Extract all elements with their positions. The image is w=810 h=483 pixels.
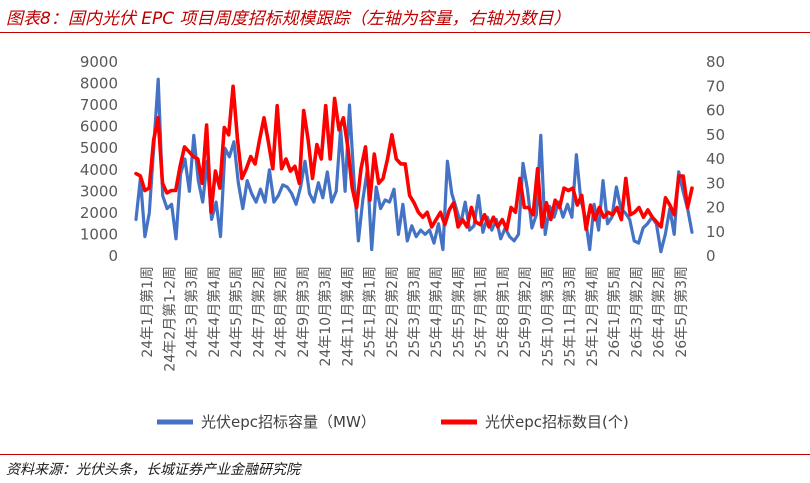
left-tick-label: 6000 xyxy=(80,118,118,136)
left-tick-label: 0 xyxy=(108,247,118,265)
left-tick-label: 4000 xyxy=(80,161,118,179)
left-tick-label: 8000 xyxy=(80,75,118,93)
source-note: 资料来源：光伏头条，长城证券产业金融研究院 xyxy=(6,462,300,478)
x-tick-label: 26年1月第5周 xyxy=(606,266,623,358)
chart: 0 1000 2000 3000 4000 5000 6000 7000 8000 9000 0 1… xyxy=(80,53,725,431)
x-tick-label: 26年3月第2周 xyxy=(628,266,645,358)
series-capacity xyxy=(134,77,694,254)
right-tick-label: 20 xyxy=(706,199,725,217)
right-axis-ticks: 0 10 20 30 40 50 60 70 80 xyxy=(706,53,725,265)
left-tick-label: 5000 xyxy=(80,139,118,157)
figure-title: 图表8：国内光伏 EPC 项目周度招标规模跟踪（左轴为容量，右轴为数目） xyxy=(6,9,571,29)
x-tick-label: 26年5月第3周 xyxy=(673,266,690,358)
right-tick-label: 30 xyxy=(706,174,725,192)
series-line-capacity xyxy=(134,77,694,254)
right-tick-label: 70 xyxy=(706,77,725,95)
x-tick-label: 24年1月第1周 xyxy=(139,266,156,358)
x-tick-label: 25年5月第4周 xyxy=(450,266,467,358)
source-divider xyxy=(0,454,810,455)
right-tick-label: 40 xyxy=(706,150,725,168)
x-axis-ticks: 24年1月第1周 24年2月第1-2周 24年3月第3周 24年4月第4周 24年5月第… xyxy=(139,266,690,372)
series-count xyxy=(134,84,694,232)
left-tick-label: 2000 xyxy=(80,204,118,222)
x-tick-label: 24年9月第3周 xyxy=(295,266,312,358)
left-tick-label: 1000 xyxy=(80,225,118,243)
x-tick-label: 24年7月第2周 xyxy=(250,266,267,358)
x-tick-label: 24年8月第2周 xyxy=(273,266,290,358)
x-tick-label: 25年8月第1周 xyxy=(495,266,512,358)
x-tick-label: 25年7月第1周 xyxy=(473,266,490,358)
series-line-count xyxy=(134,84,694,232)
left-axis-ticks: 0 1000 2000 3000 4000 5000 6000 7000 8000 9000 xyxy=(80,53,118,265)
right-tick-label: 0 xyxy=(706,247,716,265)
x-tick-label: 25年12月第4周 xyxy=(584,266,601,367)
x-tick-label: 24年2月第1-2周 xyxy=(161,266,178,372)
x-tick-label: 24年5月第5周 xyxy=(228,266,245,358)
right-tick-label: 10 xyxy=(706,223,725,241)
x-tick-label: 25年10月第3周 xyxy=(539,266,556,367)
x-tick-label: 25年1月第1周 xyxy=(362,266,379,358)
x-tick-label: 25年11月第3周 xyxy=(562,266,579,367)
right-tick-label: 80 xyxy=(706,53,725,71)
x-tick-label: 25年4月第4周 xyxy=(428,266,445,358)
right-tick-label: 50 xyxy=(706,126,725,144)
x-tick-label: 24年10月第3周 xyxy=(317,266,334,367)
x-tick-label: 25年9月第2周 xyxy=(517,266,534,358)
left-tick-label: 3000 xyxy=(80,182,118,200)
legend: 光伏epc招标容量（MW） 光伏epc招标数目(个) xyxy=(157,413,629,431)
left-tick-label: 7000 xyxy=(80,96,118,114)
legend-label-count: 光伏epc招标数目(个) xyxy=(485,413,629,431)
x-tick-label: 26年4月第2周 xyxy=(651,266,668,358)
legend-label-capacity: 光伏epc招标容量（MW） xyxy=(201,413,376,431)
left-tick-label: 9000 xyxy=(80,53,118,71)
x-tick-label: 24年11月第4周 xyxy=(339,266,356,367)
title-divider xyxy=(0,32,810,33)
x-tick-label: 25年3月第3周 xyxy=(406,266,423,358)
x-tick-label: 25年2月第2周 xyxy=(384,266,401,358)
right-tick-label: 60 xyxy=(706,102,725,120)
x-tick-label: 24年4月第4周 xyxy=(206,266,223,358)
x-tick-label: 24年3月第3周 xyxy=(184,266,201,358)
